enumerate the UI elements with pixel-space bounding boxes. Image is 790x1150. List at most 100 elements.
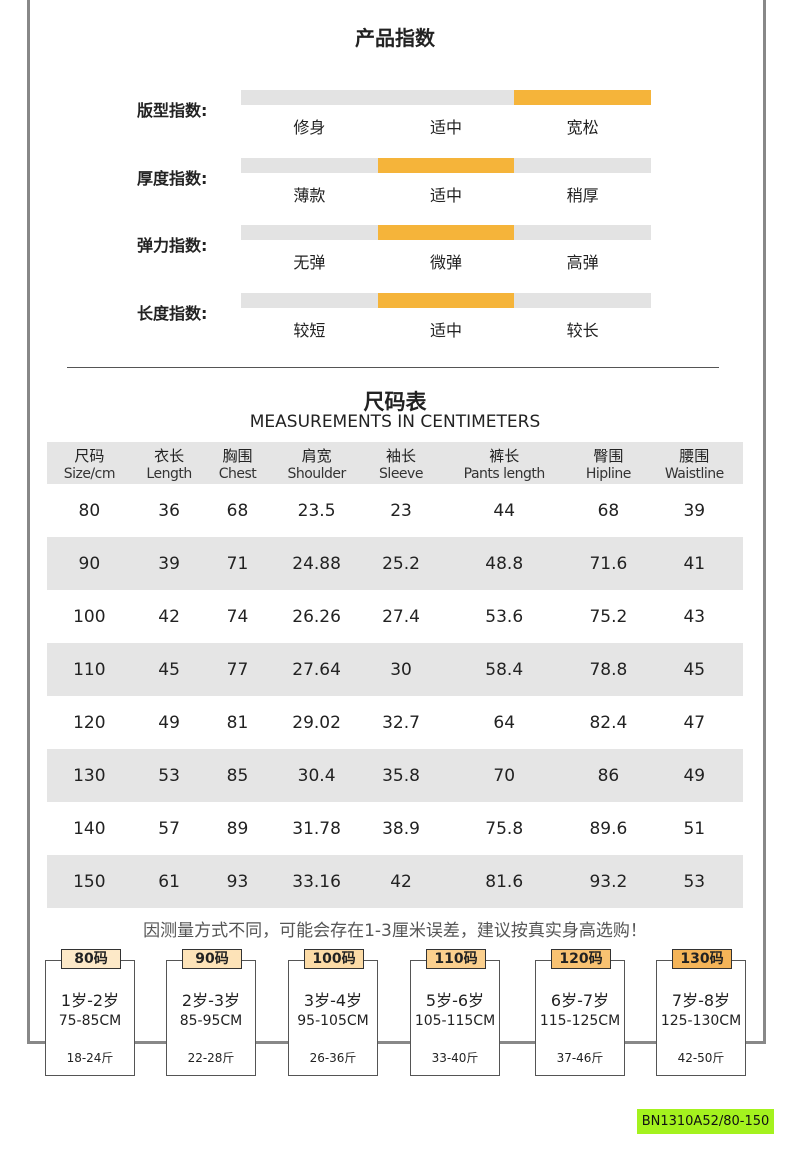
index-option: 较短 bbox=[293, 320, 326, 340]
divider bbox=[67, 367, 719, 368]
table-cell: 81 bbox=[226, 712, 249, 733]
table-cell: 89 bbox=[226, 818, 249, 839]
header-en: Waistline bbox=[664, 465, 724, 482]
table-cell: 47 bbox=[683, 712, 706, 733]
age-range: 7岁-8岁 bbox=[671, 991, 731, 1010]
index-segment bbox=[514, 157, 652, 173]
table-cell: 140 bbox=[73, 818, 106, 839]
table-cell: 43 bbox=[683, 606, 706, 627]
measurement-note: 因测量方式不同，可能会存在1-3厘米误差，建议按真实身高选购！ bbox=[143, 921, 647, 941]
header-en: Size/cm bbox=[63, 465, 116, 482]
age-range: 6岁-7岁 bbox=[550, 991, 610, 1010]
size-badge: 110码 bbox=[426, 949, 486, 969]
index-segment bbox=[514, 292, 652, 308]
table-cell: 35.8 bbox=[364, 749, 438, 802]
header-en: Hipline bbox=[585, 465, 632, 482]
table-cell: 25.2 bbox=[364, 537, 438, 590]
header-en: Length bbox=[146, 465, 192, 482]
column-header: 裤长 Pants length bbox=[437, 442, 572, 484]
table-cell: 53.6 bbox=[485, 606, 524, 627]
size-badge: 120码 bbox=[551, 949, 611, 969]
header-en: Pants length bbox=[463, 465, 546, 482]
table-cell: 51 bbox=[683, 818, 706, 839]
table-cell: 82.4 bbox=[589, 712, 628, 733]
header-en: Sleeve bbox=[379, 465, 423, 482]
index-option: 宽松 bbox=[566, 118, 599, 137]
table-cell: 31.78 bbox=[292, 818, 341, 839]
index-options: 较短 适中 较长 bbox=[241, 317, 651, 341]
column-header: 臀围 Hipline bbox=[571, 442, 646, 484]
table-cell: 93.2 bbox=[571, 855, 646, 908]
size-card: 130码 7岁-8岁 125-130CM 42-50斤 bbox=[656, 949, 746, 1076]
table-cell: 53 bbox=[645, 855, 743, 908]
size-card: 90码 2岁-3岁 85-95CM 22-28斤 bbox=[166, 949, 256, 1076]
table-cell: 57 bbox=[158, 818, 180, 839]
index-segment bbox=[377, 292, 515, 308]
table-cell: 80 bbox=[78, 500, 101, 521]
table-cell: 120 bbox=[73, 712, 106, 733]
table-cell: 75.2 bbox=[589, 606, 628, 627]
height-range: 75-85CM bbox=[58, 1013, 122, 1029]
index-segment bbox=[241, 157, 378, 173]
table-cell: 44 bbox=[493, 500, 516, 521]
weight-range: 22-28斤 bbox=[187, 1051, 235, 1065]
column-header: 肩宽 Shoulder bbox=[268, 442, 365, 484]
table-cell: 64 bbox=[493, 712, 516, 733]
index-option: 薄款 bbox=[293, 185, 326, 205]
index-bar bbox=[241, 90, 652, 105]
table-cell: 49 bbox=[645, 749, 743, 802]
index-option: 适中 bbox=[430, 185, 463, 205]
table-cell: 41 bbox=[645, 537, 743, 590]
table-cell: 32.7 bbox=[382, 712, 420, 733]
table-cell: 70 bbox=[437, 749, 572, 802]
table-cell: 27.4 bbox=[382, 606, 420, 627]
size-card: 80码 1岁-2岁 75-85CM 18-24斤 bbox=[45, 949, 135, 1076]
header-cn: 腰围 bbox=[679, 446, 710, 465]
index-segment bbox=[377, 225, 515, 240]
table-cell: 48.8 bbox=[437, 537, 572, 590]
table-cell: 29.02 bbox=[292, 712, 341, 733]
size-card: 120码 6岁-7岁 115-125CM 37-46斤 bbox=[535, 949, 625, 1076]
size-table-subtitle: MEASUREMENTS IN CENTIMETERS bbox=[249, 412, 541, 432]
index-label: 厚度指数: bbox=[137, 168, 208, 188]
age-range: 1岁-2岁 bbox=[60, 991, 120, 1010]
table-cell: 53 bbox=[131, 749, 207, 802]
table-row: 150 61 93 33.16 42 81.6 93.2 53 bbox=[47, 855, 743, 908]
table-cell: 85 bbox=[206, 749, 269, 802]
table-cell: 24.88 bbox=[268, 537, 365, 590]
table-cell: 61 bbox=[131, 855, 207, 908]
height-range: 105-115CM bbox=[414, 1013, 496, 1029]
table-cell: 33.16 bbox=[268, 855, 365, 908]
table-cell: 49 bbox=[158, 712, 180, 733]
column-header: 衣长 Length bbox=[131, 442, 207, 484]
table-cell: 89.6 bbox=[589, 818, 628, 839]
index-option: 稍厚 bbox=[566, 185, 599, 205]
table-cell: 75.8 bbox=[485, 818, 524, 839]
table-cell: 71 bbox=[206, 537, 269, 590]
table-cell: 58.4 bbox=[437, 643, 572, 696]
weight-range: 42-50斤 bbox=[677, 1051, 725, 1065]
table-cell: 100 bbox=[73, 606, 106, 627]
size-badge: 80码 bbox=[61, 949, 121, 969]
table-cell: 71.6 bbox=[571, 537, 646, 590]
header-en: Chest bbox=[218, 465, 257, 482]
table-cell: 27.64 bbox=[268, 643, 365, 696]
table-row: 120 49 81 29.02 32.7 64 82.4 47 bbox=[47, 696, 743, 749]
index-bar bbox=[241, 225, 652, 240]
index-options: 薄款 适中 稍厚 bbox=[241, 182, 651, 206]
column-header: 袖长 Sleeve bbox=[364, 442, 438, 484]
table-cell: 150 bbox=[47, 855, 132, 908]
height-range: 95-105CM bbox=[297, 1013, 369, 1029]
index-option: 无弹 bbox=[293, 253, 326, 272]
table-cell: 30.4 bbox=[268, 749, 365, 802]
table-cell: 42 bbox=[364, 855, 438, 908]
size-table-title: 尺码表 bbox=[363, 390, 427, 414]
table-row: 100 42 74 26.26 27.4 53.6 75.2 43 bbox=[47, 590, 743, 643]
index-option: 修身 bbox=[293, 118, 326, 137]
product-code: BN1310A52/80-150 bbox=[637, 1109, 774, 1134]
age-range: 3岁-4岁 bbox=[303, 991, 363, 1010]
weight-range: 26-36斤 bbox=[309, 1051, 357, 1065]
header-cn: 衣长 bbox=[154, 446, 185, 465]
index-options: 无弹 微弹 高弹 bbox=[241, 249, 651, 273]
index-bar bbox=[241, 157, 652, 173]
